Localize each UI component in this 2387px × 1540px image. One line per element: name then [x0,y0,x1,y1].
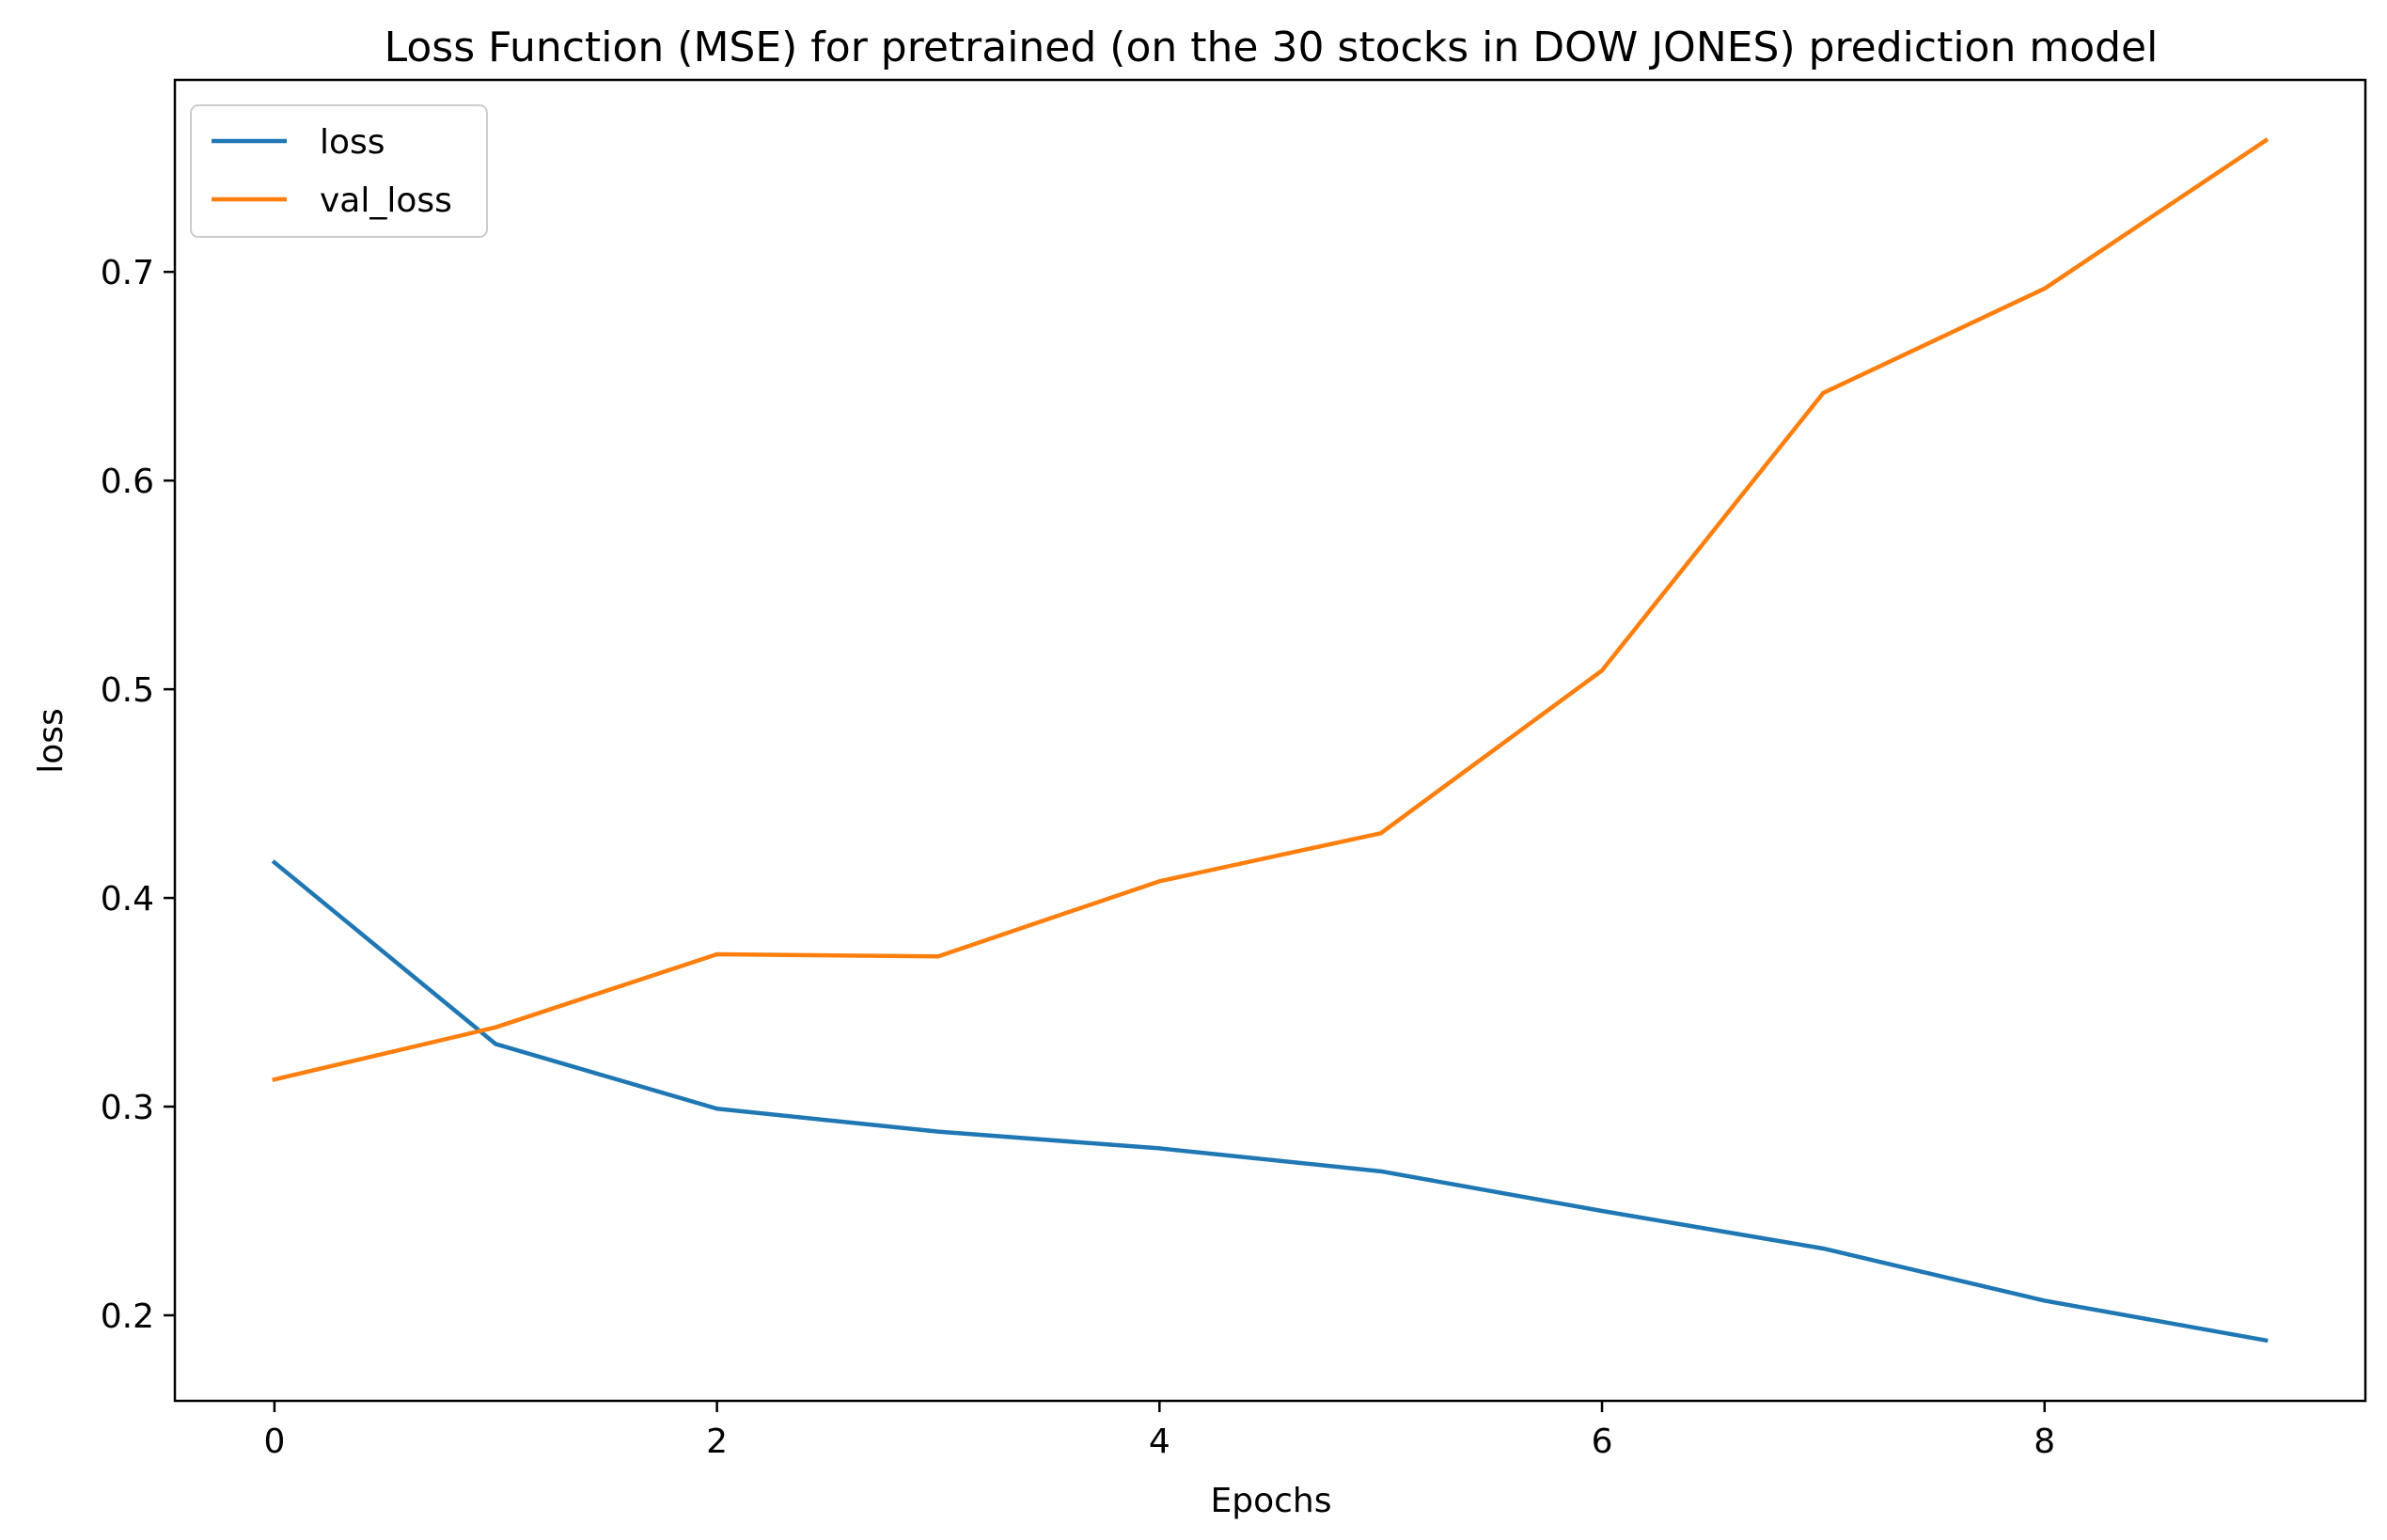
series-line-loss [271,859,2269,1344]
legend-label-loss: loss [320,123,385,162]
y-tick-label: 0.3 [101,1089,154,1127]
y-tick-label: 0.5 [101,671,154,710]
x-tick-label: 4 [1149,1422,1170,1461]
x-tick-label: 6 [1592,1422,1613,1461]
legend-label-val-loss: val_loss [320,181,452,220]
y-axis: 0.2 0.3 0.4 0.5 0.6 0.7 [101,254,175,1336]
series-layer [271,137,2269,1344]
y-tick-label: 0.2 [101,1297,154,1336]
series-line-val-loss [272,137,2269,1082]
plot-area [173,78,2367,1403]
legend: loss val_loss [190,104,488,238]
x-axis-label: Epochs [1211,1482,1332,1520]
y-tick-label: 0.4 [101,880,154,919]
x-tick-label: 0 [263,1422,285,1461]
legend-box [190,104,488,238]
y-tick-label: 0.6 [101,463,154,501]
x-tick-label: 8 [2034,1422,2055,1461]
x-tick-label: 2 [706,1422,728,1461]
y-tick-label: 0.7 [101,254,154,292]
y-axis-label: loss [32,708,71,774]
x-axis: 0 2 4 6 8 [263,1401,2055,1461]
plot-frame [173,78,2367,1403]
chart-title: Loss Function (MSE) for pretrained (on t… [385,24,2159,71]
